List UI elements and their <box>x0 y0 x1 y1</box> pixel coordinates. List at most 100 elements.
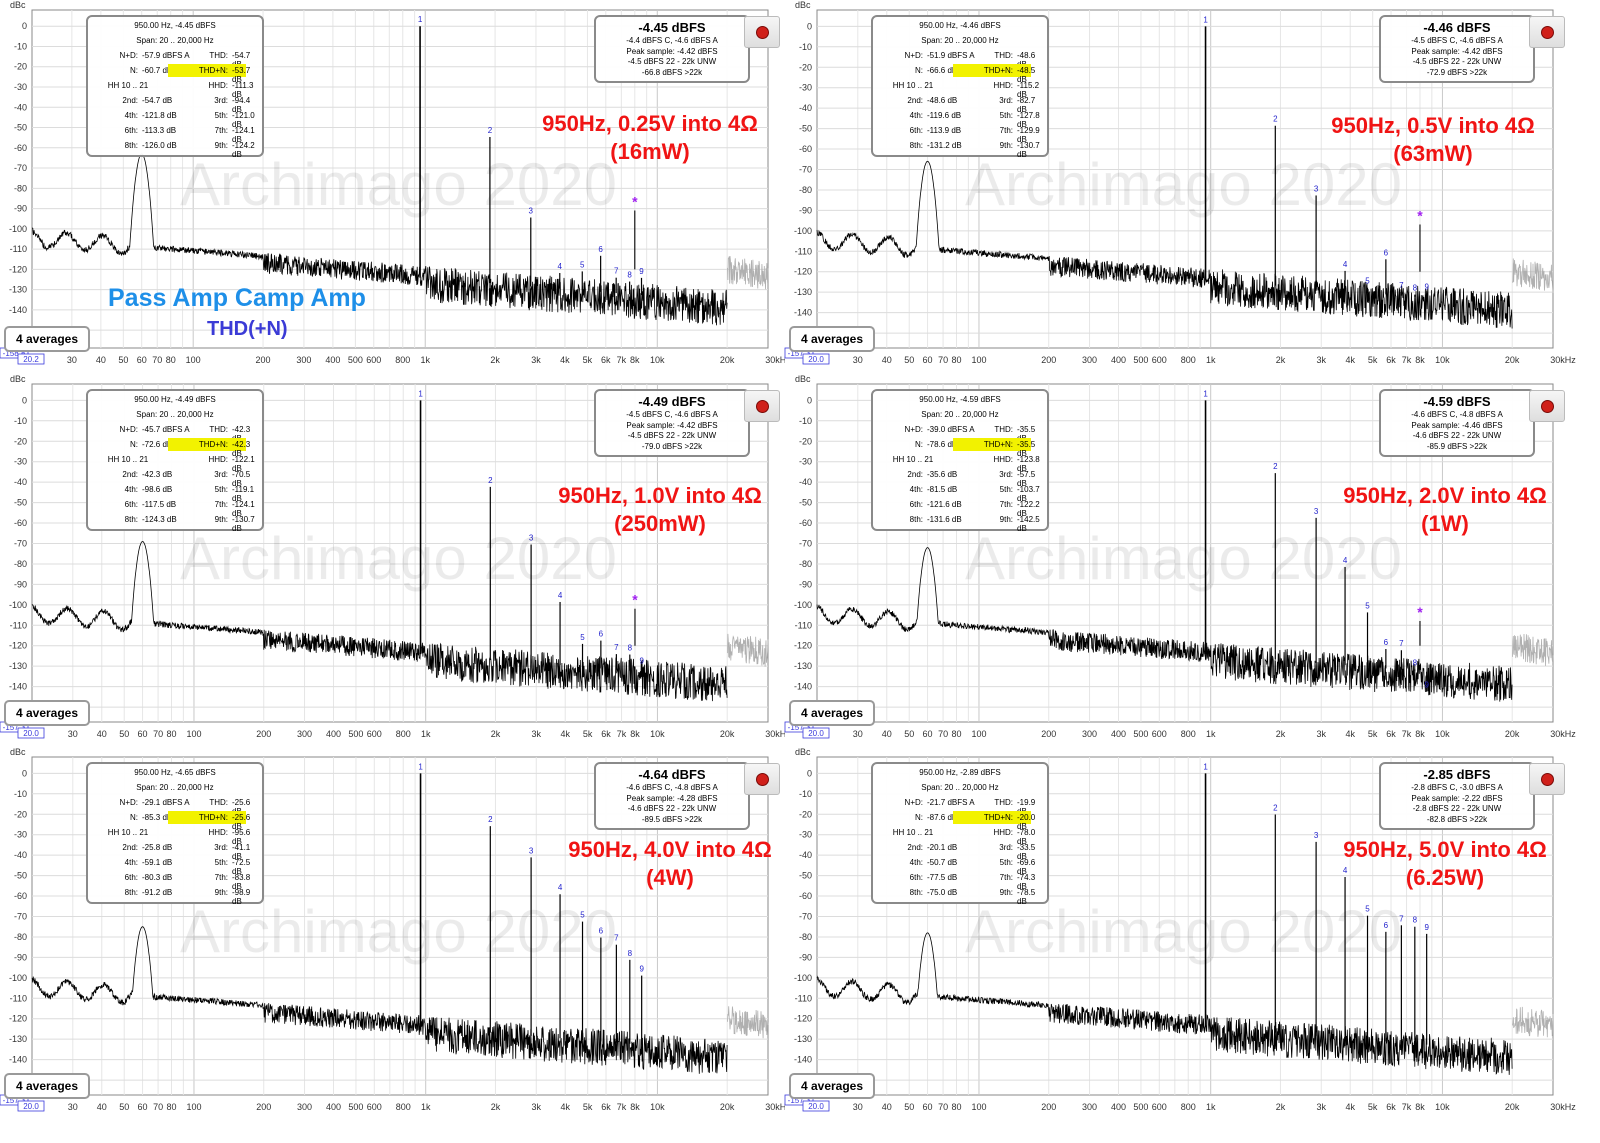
y-tick-label: -50 <box>14 123 27 133</box>
x-tick-label: 80 <box>167 1102 177 1112</box>
y-tick-label: -120 <box>794 1014 812 1024</box>
info-row: 6th: -113.9 dB 7th: -129.9 dB <box>873 126 1047 144</box>
info-value: -94.4 dB <box>232 96 251 114</box>
info-label: 5th: <box>999 858 1013 867</box>
harmonic-label: 3 <box>1314 507 1319 516</box>
averages-button[interactable]: 4 averages <box>4 1073 90 1099</box>
record-button[interactable] <box>744 16 780 48</box>
x-tick-label: 800 <box>395 355 410 365</box>
info-label: 4th: <box>124 858 138 867</box>
x-tick-label: 30kHz <box>1550 355 1576 365</box>
x-tick-label: 10k <box>1435 729 1450 739</box>
range-readout-box <box>802 1100 830 1112</box>
harmonic-label: 5 <box>1365 277 1370 286</box>
record-button[interactable] <box>744 390 780 422</box>
x-tick-label: 80 <box>167 729 177 739</box>
x-tick-label: 300 <box>296 355 311 365</box>
info-value: -57.9 dBFS A <box>142 51 190 60</box>
measurement-info-box: 950.00 Hz, -4.45 dBFS Span: 20 .. 20,000 … <box>86 15 264 159</box>
record-button[interactable] <box>1529 390 1565 422</box>
x-tick-label: 100 <box>971 1102 986 1112</box>
x-tick-label: 500 <box>348 1102 363 1112</box>
y-tick-label: -90 <box>799 205 812 215</box>
record-button[interactable] <box>1529 16 1565 48</box>
x-tick-label: 7k <box>617 355 627 365</box>
x-tick-label: 7k <box>1402 355 1412 365</box>
y-tick-label: -110 <box>10 244 27 254</box>
info-row: 2nd: -54.7 dB 3rd: -94.4 dB <box>88 96 262 114</box>
y-tick-label: -40 <box>14 477 27 487</box>
y-tick-label: -120 <box>9 641 27 651</box>
x-tick-label: 4k <box>1345 355 1355 365</box>
x-tick-label: 5k <box>1368 355 1378 365</box>
info-value: -57.5 dB <box>1017 470 1036 488</box>
info-value: -113.3 dB <box>142 126 177 135</box>
y-tick-label: -10 <box>14 41 27 51</box>
y-tick-label: -30 <box>799 457 812 467</box>
level-detail-line: -72.9 dBFS >22k <box>1426 67 1488 77</box>
x-tick-label: 300 <box>1082 1102 1097 1112</box>
spectrum-trace-above-20k <box>727 633 769 667</box>
level-detail-line: -66.8 dBFS >22k <box>641 67 703 77</box>
x-tick-label: 300 <box>297 1102 312 1112</box>
info-value: -42.3 dB <box>232 440 251 458</box>
x-tick-label: 200 <box>256 729 271 739</box>
harmonic-label: 9 <box>1424 681 1429 690</box>
record-button[interactable] <box>744 763 780 795</box>
info-header-span: Span: 20 .. 20,000 Hz <box>136 36 214 45</box>
record-button[interactable] <box>1529 763 1565 795</box>
y-min-readout: -157.3 <box>3 723 26 732</box>
harmonic-label: 2 <box>488 126 493 135</box>
info-value: -82.7 dB <box>1017 96 1036 114</box>
x-tick-label: 400 <box>325 355 340 365</box>
info-value: -77.5 dB <box>927 873 958 882</box>
harmonic-label: 6 <box>599 927 604 936</box>
info-label: 5th: <box>214 485 228 494</box>
info-row: N: -87.6 dB THD+N: -20.0 dB <box>873 811 1047 831</box>
info-label: 6th: <box>124 500 138 509</box>
info-label: HH 10 .. 21 <box>892 455 934 464</box>
averages-button[interactable]: 4 averages <box>4 326 90 352</box>
x-tick-label: 20k <box>1505 729 1520 739</box>
harmonic-label: 8 <box>628 644 633 653</box>
x-tick-label: 6k <box>1386 729 1396 739</box>
info-value: -54.7 dB <box>142 96 173 105</box>
spur-star-marker: * <box>1417 207 1423 223</box>
x-tick-label: 400 <box>326 729 341 739</box>
averages-button[interactable]: 4 averages <box>789 700 875 726</box>
y-tick-label: -70 <box>799 164 812 174</box>
averages-button[interactable]: 4 averages <box>789 1073 875 1099</box>
x-tick-label: 70 <box>938 729 948 739</box>
x-tick-label: 70 <box>153 729 163 739</box>
harmonic-label: 1 <box>1203 389 1208 398</box>
averages-button[interactable]: 4 averages <box>789 326 875 352</box>
spectrum-panel: 0 -10 -20 -30 -40 -50 -60 -70 -80 -90 -100 -110 -120… <box>0 0 791 372</box>
x-tick-label: 500 <box>1133 729 1148 739</box>
info-label: THD: <box>994 798 1013 807</box>
condition-power-line: (16mW) <box>610 139 690 164</box>
x-tick-label: 50 <box>904 1102 914 1112</box>
x-tick-label: 200 <box>1041 355 1056 365</box>
x-tick-label: 8k <box>1415 1102 1425 1112</box>
condition-title-line: 950Hz, 2.0V into 4Ω <box>1343 483 1547 508</box>
measurement-info-box: 950.00 Hz, -2.89 dBFS Span: 20 .. 20,000 … <box>871 762 1049 906</box>
level-detail-line: -2.8 dBFS C, -3.0 dBFS A <box>1411 783 1503 792</box>
y-tick-label: -120 <box>794 641 812 651</box>
averages-button[interactable]: 4 averages <box>4 700 90 726</box>
info-row: 8th: -75.0 dB 9th: -78.5 dB <box>873 888 1047 906</box>
x-tick-label: 50 <box>119 729 129 739</box>
info-label: HH 10 .. 21 <box>107 455 149 464</box>
x-tick-label: 400 <box>1111 1102 1126 1112</box>
info-label: 8th: <box>124 888 138 897</box>
x-tick-label: 30 <box>68 1102 78 1112</box>
y-tick-label: -60 <box>14 143 27 153</box>
info-row: N: -78.6 dB THD+N: -35.5 dB <box>873 438 1047 458</box>
signal-level-box: -4.59 dBFS -4.6 dBFS C, -4.8 dBFS A Peak s… <box>1379 389 1535 457</box>
y-tick-label: -120 <box>794 267 812 277</box>
harmonic-label: 9 <box>639 657 644 666</box>
y-tick-label: -70 <box>14 911 27 921</box>
x-tick-label: 30kHz <box>1550 1102 1576 1112</box>
info-label: 2nd: <box>907 470 923 479</box>
x-tick-label: 30kHz <box>765 729 791 739</box>
y-tick-label: -10 <box>799 789 812 799</box>
